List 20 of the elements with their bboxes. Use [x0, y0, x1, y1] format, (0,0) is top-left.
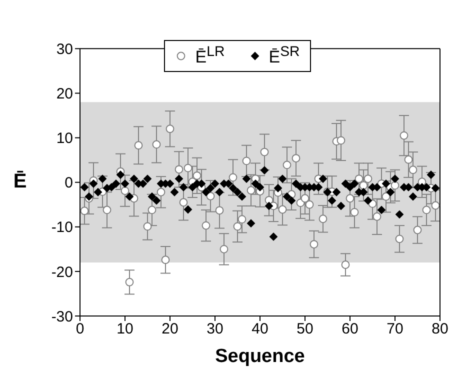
x-tick-label: 70	[386, 320, 404, 338]
y-tick-label: 30	[56, 40, 73, 58]
y-tick-label: -10	[51, 219, 73, 236]
legend-label: Ē$^{LR}$	[195, 44, 225, 68]
y-tick-label: -20	[51, 264, 73, 281]
x-tick-label: 60	[342, 320, 358, 338]
x-tick-label: 40	[252, 320, 268, 338]
x-tick-label: 50	[296, 320, 314, 338]
x-axis-title: Sequence	[215, 346, 305, 367]
x-tick-label: 20	[162, 320, 178, 338]
x-tick-label: 0	[76, 320, 84, 338]
y-tick-label: 0	[64, 174, 73, 192]
legend-label: Ē$^{SR}$	[268, 44, 300, 68]
y-tick-label: 20	[56, 86, 73, 103]
x-tick-label: 30	[206, 320, 224, 338]
x-tick-label: 10	[116, 320, 134, 338]
y-tick-label: 10	[56, 130, 73, 148]
y-tick-label: -30	[51, 308, 73, 326]
x-tick-label: 80	[432, 320, 448, 338]
y-axis-title: Ē	[13, 170, 27, 193]
